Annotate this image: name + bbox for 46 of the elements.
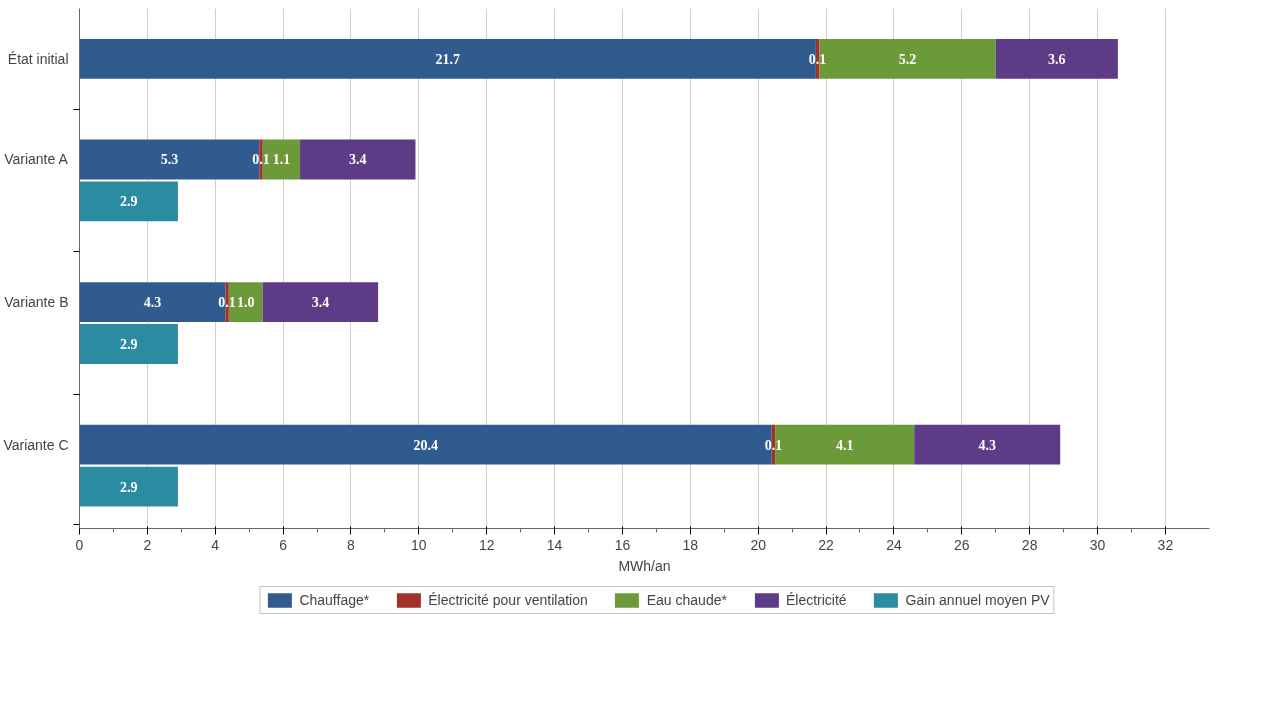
data-label: 1.1	[272, 152, 291, 168]
data-label: 3.6	[1048, 51, 1066, 67]
x-tick-label: 32	[1157, 536, 1174, 553]
data-label: 4.3	[978, 437, 996, 453]
data-label: 0.1	[808, 51, 827, 67]
data-label: 3.4	[311, 295, 330, 311]
legend-label: Chauffage*	[299, 592, 370, 608]
data-label: 3.4	[349, 152, 367, 168]
data-label: 4.3	[143, 295, 162, 311]
x-tick-label: 0	[75, 536, 84, 553]
data-label: 2.9	[119, 479, 138, 495]
data-label: 2.9	[119, 336, 138, 352]
x-axis-title: MWh/an	[618, 557, 671, 574]
x-tick-label: 28	[1021, 536, 1038, 553]
y-tick-label: Variante A	[4, 151, 69, 168]
x-tick-label: 14	[546, 536, 563, 553]
y-tick-label: Variante C	[3, 436, 69, 453]
x-tick-label: 26	[954, 536, 970, 553]
data-label: 0.1	[218, 295, 236, 311]
legend-label: Gain annuel moyen PV	[905, 592, 1050, 608]
x-tick-label: 20	[750, 536, 767, 553]
x-tick-label: 18	[682, 536, 699, 553]
data-label: 21.7	[435, 51, 460, 67]
x-tick-label: 24	[886, 536, 902, 553]
x-tick-label: 16	[614, 536, 631, 553]
data-label: 4.1	[835, 437, 854, 453]
data-label: 0.1	[764, 437, 783, 453]
data-label: 2.9	[119, 194, 138, 210]
x-tick-label: 12	[478, 536, 495, 553]
legend-label: Électricité pour ventilation	[428, 592, 588, 608]
data-label: 5.2	[898, 51, 917, 67]
x-tick-label: 4	[211, 536, 220, 553]
x-tick-label: 8	[347, 536, 356, 553]
x-tick-label: 10	[411, 536, 427, 553]
legend-label: Eau chaude*	[646, 592, 727, 608]
data-label: 20.4	[413, 437, 438, 453]
x-tick-label: 6	[279, 536, 288, 553]
x-tick-label: 30	[1089, 536, 1106, 553]
data-label: 5.3	[160, 152, 179, 168]
x-tick-label: 22	[818, 536, 835, 553]
legend-label: Électricité	[785, 592, 847, 608]
y-tick-label: Variante B	[4, 294, 69, 311]
y-tick-label: État initial	[7, 50, 69, 67]
x-tick-label: 2	[143, 536, 152, 553]
data-label: 0.1	[252, 152, 270, 168]
data-label: 1.0	[237, 295, 255, 311]
